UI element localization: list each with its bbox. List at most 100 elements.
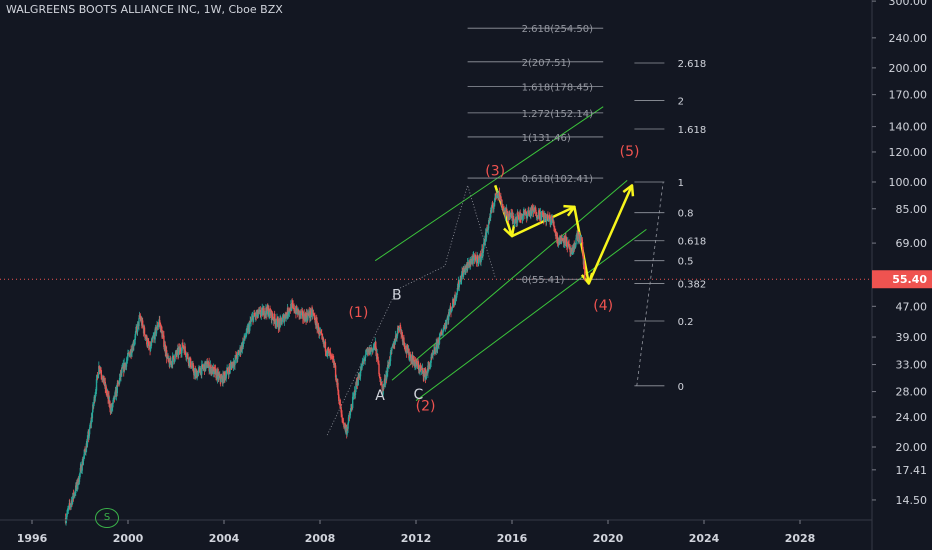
candle-body (261, 308, 263, 312)
candle-body (134, 340, 136, 342)
wave-label: (2) (416, 398, 436, 414)
candle-body (197, 372, 199, 377)
candle-body (171, 355, 174, 365)
candle-body (485, 229, 488, 238)
candle-body (127, 353, 129, 358)
candle-body (494, 193, 496, 199)
candle-body (553, 226, 556, 229)
candle-body (67, 509, 69, 511)
candle-body (138, 318, 140, 327)
candle-body (285, 313, 288, 315)
candle-body (375, 347, 377, 356)
candle-body (78, 474, 81, 482)
candle-body (557, 239, 560, 245)
candle-body (524, 210, 526, 215)
candle-body (582, 247, 584, 257)
candle-body (491, 204, 494, 208)
candle-body (293, 305, 295, 311)
candle-body (503, 208, 505, 211)
candle-body (403, 342, 406, 347)
candle-body (346, 428, 348, 435)
candle-body (316, 321, 318, 330)
candle-body (543, 215, 545, 220)
candle-body (183, 346, 185, 349)
candle-body (578, 238, 580, 241)
candle-body (517, 214, 520, 218)
candle-body (167, 355, 169, 360)
candle-body (237, 352, 239, 360)
candle-body (306, 312, 308, 318)
candle-body (556, 236, 559, 244)
candle-body (442, 327, 445, 330)
candle-body (84, 449, 86, 451)
fib-level-label: 0.5 (678, 257, 694, 268)
fib-level-label: 0.382 (678, 279, 707, 290)
candle-body (520, 216, 522, 220)
candle-body (91, 412, 94, 419)
wave-projection-path (326, 183, 496, 436)
candle-body (583, 263, 586, 270)
candle-body (199, 367, 201, 373)
candle-body (468, 261, 471, 267)
candle-body (228, 366, 231, 369)
candle-body (168, 358, 170, 363)
candle-body (259, 310, 262, 315)
candle-body (447, 312, 450, 321)
candle-body (281, 321, 283, 324)
candle-body (250, 318, 253, 321)
candle-body (417, 362, 419, 369)
candle-body (516, 212, 519, 223)
candle-body (156, 324, 159, 329)
candle-body (276, 317, 279, 319)
fib-extension-label: 2(207.51) (522, 58, 571, 69)
candle-body (521, 213, 523, 219)
candle-body (180, 351, 182, 354)
candle-body (394, 335, 397, 342)
candle-body (530, 211, 532, 217)
candle-body (500, 199, 502, 206)
candle-body (438, 343, 440, 345)
candle-body (287, 307, 289, 315)
candle-body (120, 371, 122, 377)
candle-body (160, 326, 163, 331)
candle-body (247, 326, 250, 333)
candle-body (226, 368, 229, 371)
candle-body (225, 374, 227, 379)
candle-body (133, 341, 136, 344)
candle-body (333, 362, 336, 368)
candle-body (455, 293, 458, 299)
candle-body (141, 320, 144, 326)
symbol-title[interactable]: WALGREENS BOOTS ALLIANCE INC, 1W, Cboe B… (6, 3, 283, 16)
candle-body (139, 315, 141, 317)
candle-body (357, 375, 359, 385)
candle-body (83, 454, 85, 458)
candle-body (582, 256, 585, 265)
candle-body (268, 309, 271, 315)
candle-body (139, 316, 142, 319)
candle-body (152, 338, 154, 340)
candle-body (370, 348, 372, 352)
wave-label: (1) (348, 305, 368, 321)
fib-extension-label: 1(131.46) (522, 133, 571, 144)
candle-body (452, 299, 454, 304)
candle-body (300, 312, 303, 316)
y-tick-label: 100.00 (889, 176, 928, 189)
candle-body (174, 353, 177, 355)
candle-body (311, 309, 314, 316)
candle-body (525, 211, 527, 215)
candle-body (126, 357, 129, 360)
candle-body (255, 313, 258, 316)
candle-body (302, 311, 304, 319)
candle-body (280, 318, 282, 321)
candle-body (521, 216, 524, 219)
candle-body (545, 218, 548, 222)
candle-body (288, 312, 290, 314)
scale-badge[interactable]: S (95, 508, 119, 528)
candle-body (70, 502, 72, 506)
candle-body (144, 334, 146, 338)
candle-body (74, 492, 76, 494)
candle-body (316, 327, 319, 330)
candle-body (242, 341, 244, 347)
